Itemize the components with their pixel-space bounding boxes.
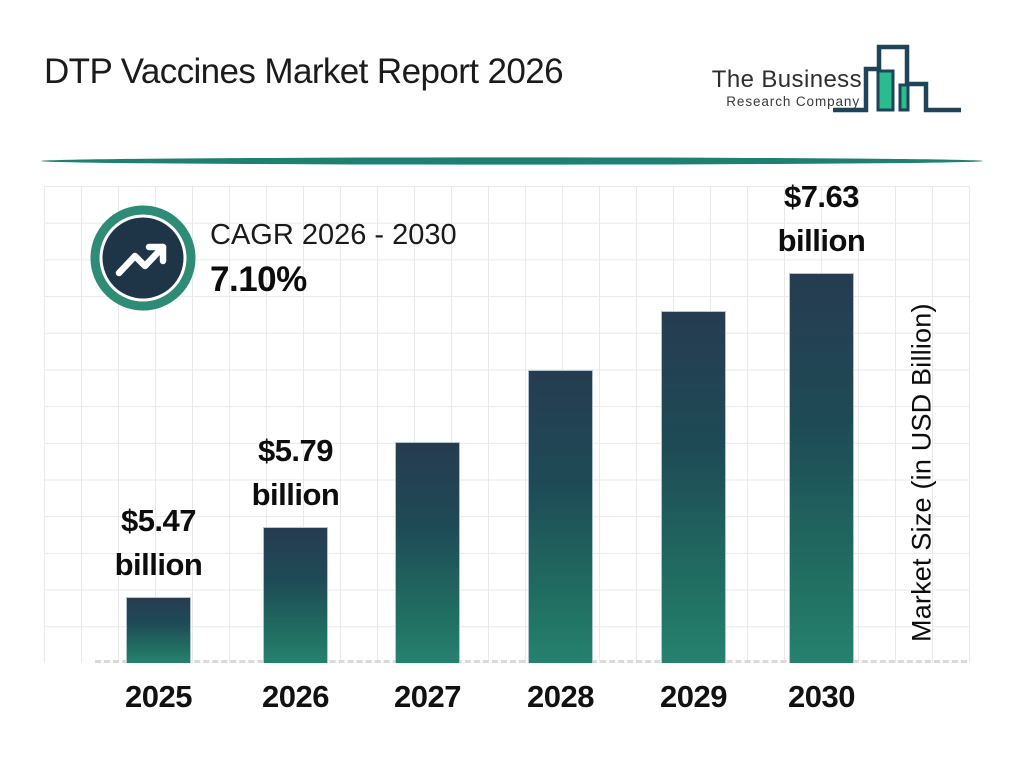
cagr-period-label: CAGR 2026 - 2030 [210,219,457,251]
x-tick-2027: 2027 [394,679,461,714]
bar-value-label-2030: $7.63 billion [777,179,866,258]
y-axis-label: Market Size (in USD Billion) [906,303,937,643]
bar-value-label-2026: $5.79 billion [251,433,340,512]
x-tick-2028: 2028 [527,679,594,714]
bar-2025 [126,597,191,663]
bar-2029 [661,311,726,663]
page-title: DTP Vaccines Market Report 2026 [44,52,564,91]
x-tick-2030: 2030 [788,679,855,714]
x-tick-2026: 2026 [262,679,329,714]
x-tick-2025: 2025 [125,679,192,714]
trend-up-icon [90,205,196,311]
logo-text-secondary: Research Company [726,94,860,109]
logo-bars-icon [833,44,961,113]
bar-2030 [789,273,854,663]
bar-value-label-2025: $5.47 billion [114,503,203,582]
bar-2028 [528,370,593,663]
cagr-value: 7.10% [210,260,307,299]
bar-2027 [395,442,460,663]
logo-text-primary: The Business [711,66,862,93]
divider-line [41,157,983,165]
x-tick-2029: 2029 [660,679,727,714]
bar-2026 [263,527,328,663]
